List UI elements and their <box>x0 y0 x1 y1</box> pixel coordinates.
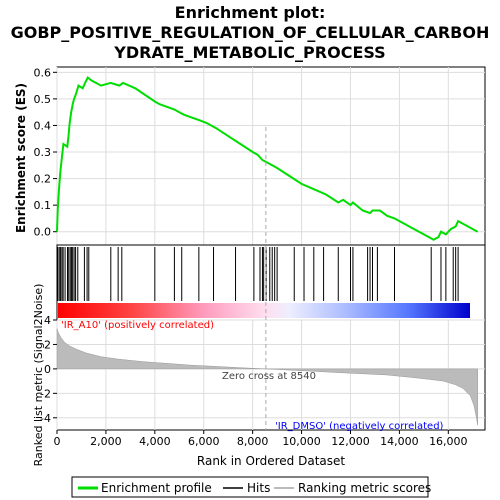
metric-y-axis: -4 -2 0 2 4 <box>40 314 57 425</box>
zero-cross-label: Zero cross at 8540 <box>222 371 316 382</box>
positive-correlation-label: 'IR_A10' (positively correlated) <box>61 320 214 331</box>
metric-x-tick-label: 16,000 <box>429 435 468 448</box>
metric-x-tick-label: 12,000 <box>331 435 370 448</box>
es-y-tick-label: 0.1 <box>34 199 52 212</box>
metric-x-tick-label: 10,000 <box>282 435 321 448</box>
legend-frame <box>71 476 429 498</box>
es-y-tick-label: 0.6 <box>34 66 52 79</box>
metric-x-tick-label: 8,000 <box>237 435 269 448</box>
es-panel: 0.0 0.1 0.2 0.3 0.4 0.5 0.6 Enrichment score (… <box>14 66 486 246</box>
es-y-tick-label: 0.4 <box>34 119 52 132</box>
negative-correlation-label: 'IR_DMSO' (negatively correlated) <box>275 421 444 432</box>
hits-panel <box>56 244 486 321</box>
metric-y-tick-label: 2 <box>44 338 51 351</box>
metric-x-axis-label: Rank in Ordered Dataset <box>197 454 345 468</box>
metric-x-tick-label: 4,000 <box>139 435 171 448</box>
metric-x-tick-label: 14,000 <box>380 435 419 448</box>
metric-x-tick-label: 6,000 <box>188 435 220 448</box>
chart-title-line2: GOBP_POSITIVE_REGULATION_OF_CELLULAR_CAR… <box>11 23 490 42</box>
metric-x-tick-label: 0 <box>54 435 61 448</box>
es-grid <box>56 67 485 245</box>
metric-x-axis: 0 2,000 4,000 6,000 8,000 10,000 12,000 14,000 1… <box>54 430 468 448</box>
metric-x-tick-label: 2,000 <box>90 435 122 448</box>
es-series-line <box>56 76 479 241</box>
es-y-axis: 0.0 0.1 0.2 0.3 0.4 0.5 0.6 <box>34 66 57 239</box>
metric-area <box>56 328 478 426</box>
es-y-tick-label: 0.3 <box>34 146 52 159</box>
metric-y-tick-label: 4 <box>44 314 51 327</box>
chart-title-line3: YDRATE_METABOLIC_PROCESS <box>113 43 385 62</box>
metric-y-tick-label: 0 <box>44 363 51 376</box>
es-y-tick-label: 0.2 <box>34 173 52 186</box>
chart-title-line1: Enrichment plot: <box>175 3 326 22</box>
hit-markers <box>57 247 459 301</box>
legend-es-label: Enrichment profile <box>101 481 212 495</box>
es-y-axis-label: Enrichment score (ES) <box>14 83 28 233</box>
metric-y-tick-label: -4 <box>40 412 51 425</box>
es-y-tick-label: 0.5 <box>34 93 52 106</box>
legend-hits-label: Hits <box>247 481 270 495</box>
rank-color-bar <box>58 303 470 318</box>
es-panel-frame <box>56 66 486 246</box>
legend-metric-label: Ranking metric scores <box>298 481 431 495</box>
legend: Enrichment profile Hits Ranking metric s… <box>71 476 431 498</box>
metric-y-axis-label: Ranked list metric (Signal2Noise) <box>32 284 45 467</box>
metric-y-tick-label: -2 <box>40 387 51 400</box>
metric-panel: -4 -2 0 2 4 0 2,000 4,000 6,000 8,000 10,000 12,00… <box>32 127 486 468</box>
es-y-tick-label: 0.0 <box>34 226 52 239</box>
